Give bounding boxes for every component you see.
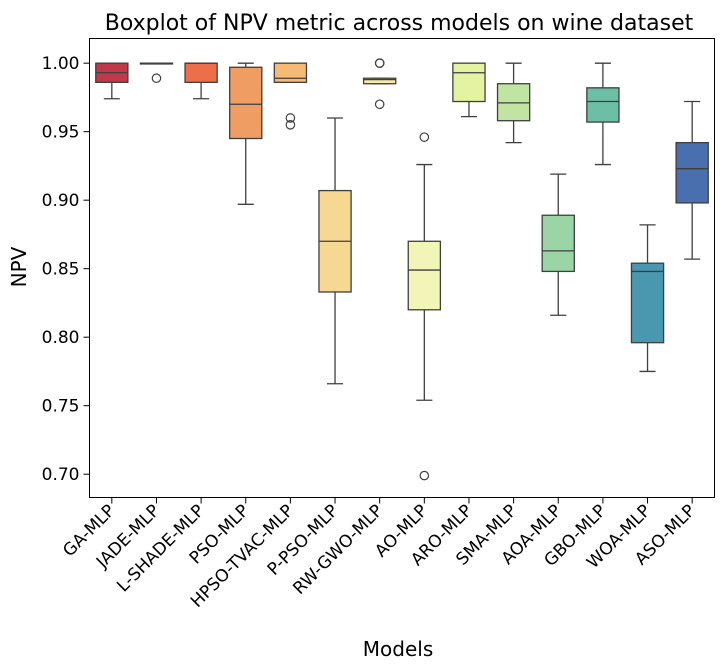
outlier-point — [151, 73, 162, 84]
y-axis-label: NPV — [7, 246, 31, 287]
box-rw-gwo-mlp — [362, 77, 397, 85]
box-sma-mlp — [496, 83, 531, 122]
box-aso-mlp — [675, 141, 709, 204]
box-hpso-tvac-mlp — [273, 62, 308, 83]
box-aro-mlp — [452, 62, 486, 103]
outlier-point — [374, 99, 385, 110]
box-woa-mlp — [630, 262, 665, 344]
outlier-point — [374, 58, 385, 68]
chart-title: Boxplot of NPV metric across models on w… — [105, 11, 694, 36]
outlier-point — [285, 113, 296, 123]
box-ao-mlp — [407, 240, 442, 311]
outlier-point — [285, 120, 296, 130]
y-tick-label: 0.95 — [42, 123, 80, 143]
y-tick-label: 0.85 — [42, 260, 80, 280]
y-tick-label: 0.75 — [42, 397, 80, 417]
box-pso-mlp — [229, 66, 263, 140]
y-tick-label: 0.90 — [42, 191, 80, 211]
plot-frame — [89, 38, 715, 498]
box-aoa-mlp — [541, 214, 575, 273]
y-tick-label: 0.80 — [42, 328, 80, 348]
x-axis-label: Models — [363, 637, 433, 661]
outlier-point — [419, 470, 430, 481]
box-l-shade-mlp — [184, 62, 218, 83]
outlier-point — [419, 132, 430, 142]
box-gbo-mlp — [586, 87, 620, 123]
plot-area: 0.700.750.800.850.900.951.00GA-MLPJADE-M… — [42, 54, 709, 612]
y-tick-label: 0.70 — [42, 465, 80, 485]
y-tick-label: 1.00 — [42, 54, 80, 74]
